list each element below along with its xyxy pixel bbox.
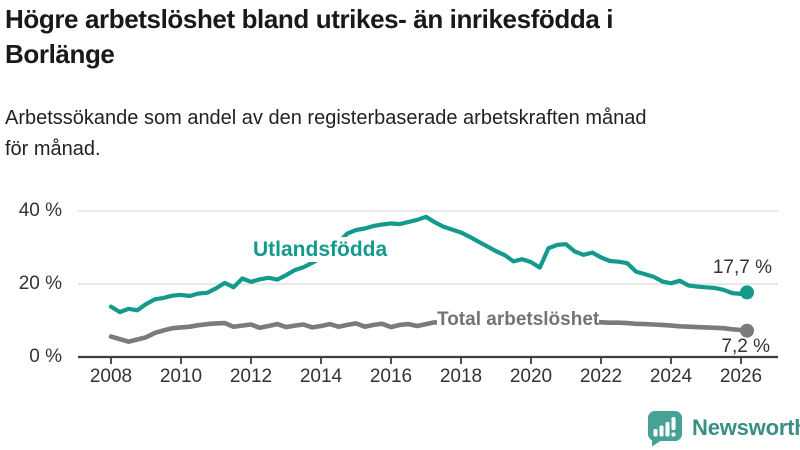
series-end-dot-0 [740,285,754,300]
series-label-total-arbetsloshet: Total arbetslöshet [437,309,600,331]
x-axis-label: 2012 [229,366,273,387]
title-line-2: Borlänge [5,39,115,69]
y-axis-label: 0 % [29,346,62,367]
x-axis-label: 2024 [649,366,693,387]
x-axis-label: 2016 [369,366,413,387]
x-axis-label: 2014 [299,366,343,387]
series-end-dot-1 [740,323,754,338]
end-value-label-total: 7,2 % [721,336,770,357]
title-line-1: Högre arbetslöshet bland utrikes- än inr… [5,4,614,34]
series-line-1 [108,316,750,345]
chart-subtitle: Arbetssökande som andel av den registerb… [5,103,793,165]
newsworthy-brand-name: Newsworthy [692,415,800,440]
newsworthy-chart-bubble-icon [645,409,685,447]
subtitle-line-1: Arbetssökande som andel av den registerb… [5,107,647,129]
end-value-label-utlandsfodda: 17,7 % [712,257,772,278]
page-title: Högre arbetslöshet bland utrikes- än inr… [5,2,793,72]
x-axis-label: 2008 [89,366,133,387]
series-label-utlandsfodda: Utlandsfödda [253,237,388,262]
x-axis-label: 2022 [579,366,623,387]
x-axis-label: 2020 [509,366,553,387]
y-axis-label: 40 % [18,200,62,221]
x-axis-label: 2018 [439,366,483,387]
series-line-0 [108,214,750,315]
x-axis-label: 2026 [719,366,763,387]
y-axis-label: 20 % [18,273,62,294]
subtitle-line-2: för månad. [5,138,101,160]
unemployment-line-chart [78,210,778,364]
newsworthy-logo[interactable]: Newsworthy [645,409,800,447]
x-axis-label: 2010 [159,366,203,387]
